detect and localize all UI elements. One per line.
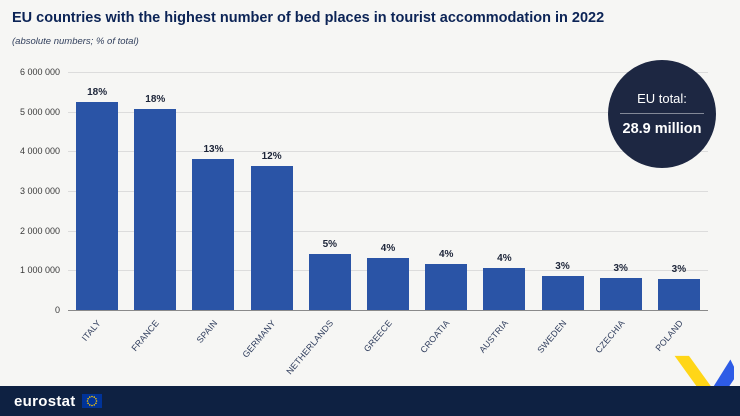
bar <box>76 101 119 310</box>
y-axis-tick: 0 <box>54 305 60 315</box>
bar <box>367 258 409 310</box>
x-axis-category-label: GERMANY <box>240 318 278 360</box>
gridline <box>68 310 708 311</box>
bar-chart-plot-area: 0 1 000 000 2 000 000 3 000 000 4 000 000 5 0… <box>20 67 708 376</box>
x-axis-category-label: CROATIA <box>418 318 452 355</box>
x-axis-category-label: AUSTRIA <box>476 318 511 355</box>
bar-value-label: 13% <box>203 144 224 156</box>
y-axis-tick: 3 000 000 <box>19 186 60 196</box>
eu-total-badge: EU total: 28.9 million <box>608 60 716 168</box>
bar-value-label: 5% <box>322 238 338 250</box>
y-axis-tick: 2 000 000 <box>19 225 60 236</box>
x-axis-category-label: SPAIN <box>194 318 220 345</box>
gridline <box>68 151 708 153</box>
y-axis-tick: 4 000 000 <box>19 146 60 157</box>
bar <box>657 278 700 310</box>
gridline <box>68 111 708 113</box>
bar-value-label: 3% <box>671 263 687 275</box>
bar-value-label: 4% <box>497 252 512 264</box>
x-axis-category-label: FRANCE <box>129 318 161 354</box>
x-axis-category-label: NETHERLANDS <box>284 318 336 377</box>
bar-value-label: 18% <box>145 93 166 105</box>
bar-value-label: 4% <box>438 249 454 261</box>
bar-value-label: 4% <box>380 243 396 255</box>
chart-title: EU countries with the highest number of … <box>12 10 605 26</box>
gridline <box>68 72 708 73</box>
bar-value-label: 3% <box>613 263 628 275</box>
chart-subtitle: (absolute numbers; % of total) <box>12 36 139 47</box>
eu-total-value: 28.9 million <box>622 121 702 137</box>
badge-divider <box>620 113 704 114</box>
eu-flag-icon <box>81 394 102 408</box>
x-axis-category-label: CZECHIA <box>593 318 627 356</box>
eu-total-label: EU total: <box>637 91 687 106</box>
x-axis-category-label: GREECE <box>361 318 394 354</box>
bar-value-label: 3% <box>555 261 570 273</box>
bar <box>250 166 293 310</box>
eurostat-logo: eurostat <box>14 392 76 410</box>
x-axis-category-label: SWEDEN <box>534 318 569 355</box>
footer-bar: eurostat <box>0 386 740 416</box>
bar <box>425 264 468 310</box>
x-axis-category-label: ITALY <box>79 318 103 343</box>
y-axis-tick: 5 000 000 <box>19 106 60 117</box>
bar <box>134 108 177 310</box>
bar <box>192 159 235 310</box>
bar <box>541 276 584 310</box>
bar-value-label: 12% <box>261 151 282 163</box>
y-axis-tick: 1 000 000 <box>19 265 60 276</box>
gridline <box>68 230 708 232</box>
bar <box>483 267 526 310</box>
y-axis-tick: 6 000 000 <box>19 67 60 77</box>
bar <box>308 253 351 310</box>
bar <box>599 278 642 310</box>
gridline <box>68 191 708 192</box>
bar-value-label: 18% <box>87 86 108 98</box>
